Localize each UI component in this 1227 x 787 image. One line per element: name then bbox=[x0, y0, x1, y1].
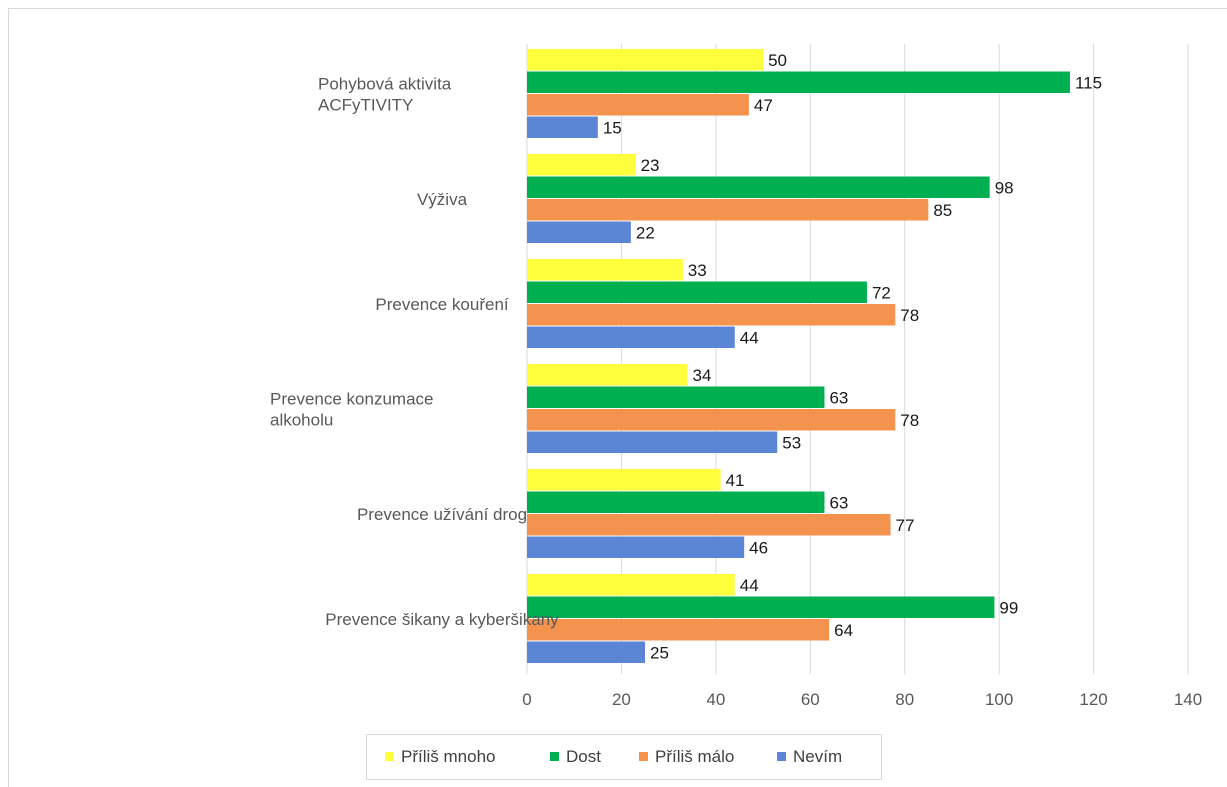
data-label: 115 bbox=[1075, 73, 1102, 92]
x-tick-label: 20 bbox=[612, 690, 631, 709]
data-label: 77 bbox=[896, 516, 915, 535]
x-tick-label: 140 bbox=[1174, 690, 1202, 709]
bar bbox=[527, 94, 749, 116]
data-label: 99 bbox=[999, 598, 1018, 617]
category-label: Prevence šikany a kyberšikany bbox=[325, 610, 559, 629]
data-label: 25 bbox=[650, 643, 669, 662]
bar bbox=[527, 304, 896, 326]
data-label: 78 bbox=[900, 306, 919, 325]
bar bbox=[527, 386, 825, 408]
bar bbox=[527, 431, 778, 453]
labels-layer: 0 20 40 60 80 100 120 140 50 115 47 15 Pohybová akti… bbox=[270, 51, 1202, 709]
bar bbox=[527, 116, 598, 138]
bar bbox=[527, 221, 631, 243]
data-label: 15 bbox=[603, 118, 622, 137]
x-tick-label: 0 bbox=[522, 690, 531, 709]
bar bbox=[527, 71, 1070, 93]
category-label: Pohybová aktivita bbox=[318, 75, 452, 94]
bar bbox=[527, 326, 735, 348]
data-label: 53 bbox=[782, 433, 801, 452]
x-tick-label: 60 bbox=[801, 690, 820, 709]
data-label: 46 bbox=[749, 538, 768, 557]
bar bbox=[527, 641, 646, 663]
x-tick-label: 100 bbox=[985, 690, 1013, 709]
x-tick-label: 120 bbox=[1079, 690, 1107, 709]
bar bbox=[527, 491, 825, 513]
data-label: 33 bbox=[688, 261, 707, 280]
category-label: ACFyTIVITY bbox=[318, 96, 413, 115]
bar bbox=[527, 596, 995, 618]
bar bbox=[527, 364, 688, 386]
data-label: 23 bbox=[641, 156, 660, 175]
category-label: Prevence kouření bbox=[375, 295, 509, 314]
legend-swatch bbox=[550, 752, 559, 761]
bar bbox=[527, 574, 735, 596]
bar bbox=[527, 49, 764, 71]
bars-layer bbox=[527, 49, 1070, 663]
data-label: 34 bbox=[693, 366, 712, 385]
category-label: Výživa bbox=[417, 190, 468, 209]
x-tick-label: 40 bbox=[706, 690, 725, 709]
chart-frame bbox=[8, 8, 1227, 787]
bar bbox=[527, 154, 636, 176]
legend-label: Dost bbox=[566, 747, 601, 766]
bar bbox=[527, 259, 683, 281]
bar bbox=[527, 514, 891, 536]
data-label: 22 bbox=[636, 223, 655, 242]
legend: Příliš mnoho Dost Příliš málo Nevím bbox=[366, 734, 882, 780]
bar bbox=[527, 619, 830, 641]
data-label: 63 bbox=[829, 388, 848, 407]
legend-swatch bbox=[639, 752, 648, 761]
legend-label: Příliš málo bbox=[655, 747, 734, 766]
data-label: 64 bbox=[834, 621, 853, 640]
data-label: 72 bbox=[872, 283, 891, 302]
data-label: 44 bbox=[740, 576, 759, 595]
data-label: 63 bbox=[829, 493, 848, 512]
bar bbox=[527, 536, 745, 558]
grid-layer bbox=[526, 44, 1189, 674]
category-label: Prevence konzumace bbox=[270, 390, 433, 409]
data-label: 85 bbox=[933, 201, 952, 220]
category-label: Prevence užívání drog bbox=[357, 505, 527, 524]
bar bbox=[527, 409, 896, 431]
legend-swatch bbox=[385, 752, 394, 761]
data-label: 78 bbox=[900, 411, 919, 430]
x-tick-label: 80 bbox=[895, 690, 914, 709]
bar bbox=[527, 281, 867, 303]
legend-swatch bbox=[777, 752, 786, 761]
bar bbox=[527, 199, 929, 221]
data-label: 98 bbox=[995, 178, 1014, 197]
data-label: 44 bbox=[740, 328, 759, 347]
legend-label: Nevím bbox=[793, 747, 842, 766]
legend-label: Příliš mnoho bbox=[401, 747, 495, 766]
category-label: alkoholu bbox=[270, 411, 333, 430]
data-label: 47 bbox=[754, 96, 773, 115]
bar bbox=[527, 469, 721, 491]
data-label: 50 bbox=[768, 51, 787, 70]
data-label: 41 bbox=[726, 471, 745, 490]
bar bbox=[527, 176, 990, 198]
